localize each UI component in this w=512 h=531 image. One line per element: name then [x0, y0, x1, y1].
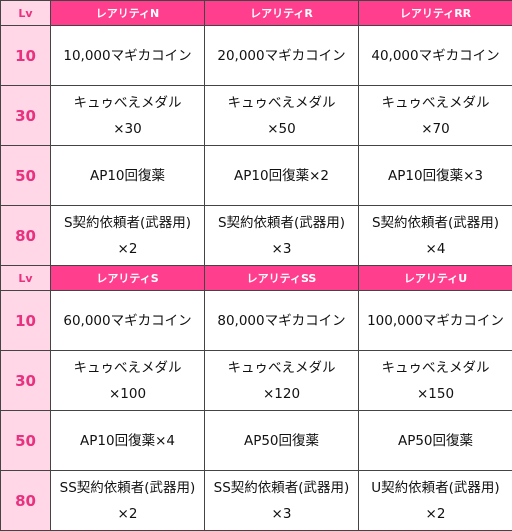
reward-cell: キュゥべえメダル×70 — [359, 86, 512, 146]
rarity-header: レアリティSS — [205, 266, 359, 291]
reward-text: キュゥべえメダル — [51, 90, 204, 116]
table-row: 50 AP10回復薬 AP10回復薬×2 AP10回復薬×3 — [1, 146, 512, 206]
table-row: 30 キュゥべえメダル×30 キュゥべえメダル×50 キュゥべえメダル×70 — [1, 86, 512, 146]
lv-cell: 50 — [1, 411, 51, 471]
reward-text: U契約依頼者(武器用) — [359, 475, 512, 501]
reward-cell: 20,000マギカコイン — [205, 26, 359, 86]
rarity-header: レアリティS — [51, 266, 205, 291]
reward-cell: 40,000マギカコイン — [359, 26, 512, 86]
reward-cell: キュゥべえメダル×30 — [51, 86, 205, 146]
table-row: 80 S契約依頼者(武器用)×2 S契約依頼者(武器用)×3 S契約依頼者(武器… — [1, 206, 512, 266]
table-header-row: Lv レアリティS レアリティSS レアリティU — [1, 266, 512, 291]
lv-cell: 80 — [1, 471, 51, 531]
reward-cell: AP50回復薬 — [205, 411, 359, 471]
reward-cell: U契約依頼者(武器用)×2 — [359, 471, 512, 531]
reward-text: 100,000マギカコイン — [359, 308, 512, 334]
reward-text: キュゥべえメダル — [205, 90, 358, 116]
table-row: 30 キュゥべえメダル×100 キュゥべえメダル×120 キュゥべえメダル×15… — [1, 351, 512, 411]
lv-cell: 30 — [1, 86, 51, 146]
reward-text: 10,000マギカコイン — [51, 43, 204, 69]
reward-table-2: Lv レアリティS レアリティSS レアリティU 10 60,000マギカコイン… — [0, 265, 512, 531]
reward-qty: ×70 — [359, 116, 512, 142]
reward-cell: AP10回復薬×3 — [359, 146, 512, 206]
reward-cell: キュゥべえメダル×120 — [205, 351, 359, 411]
rarity-header: レアリティN — [51, 1, 205, 26]
reward-qty: ×2 — [51, 236, 204, 262]
reward-text: AP10回復薬×2 — [205, 163, 358, 189]
reward-cell: キュゥべえメダル×100 — [51, 351, 205, 411]
reward-text: キュゥべえメダル — [359, 90, 512, 116]
reward-cell: AP10回復薬×4 — [51, 411, 205, 471]
lv-cell: 50 — [1, 146, 51, 206]
reward-cell: 100,000マギカコイン — [359, 291, 512, 351]
reward-cell: AP50回復薬 — [359, 411, 512, 471]
reward-text: キュゥべえメダル — [205, 355, 358, 381]
reward-text: AP50回復薬 — [359, 428, 512, 454]
reward-text: 20,000マギカコイン — [205, 43, 358, 69]
reward-text: 80,000マギカコイン — [205, 308, 358, 334]
rarity-header: レアリティR — [205, 1, 359, 26]
reward-text: AP50回復薬 — [205, 428, 358, 454]
rarity-header: レアリティU — [359, 266, 512, 291]
reward-cell: キュゥべえメダル×50 — [205, 86, 359, 146]
reward-qty: ×50 — [205, 116, 358, 142]
lv-header: Lv — [1, 1, 51, 26]
reward-cell: AP10回復薬×2 — [205, 146, 359, 206]
reward-text: SS契約依頼者(武器用) — [205, 475, 358, 501]
reward-cell: S契約依頼者(武器用)×4 — [359, 206, 512, 266]
reward-qty: ×2 — [359, 501, 512, 527]
table-row: 80 SS契約依頼者(武器用)×2 SS契約依頼者(武器用)×3 U契約依頼者(… — [1, 471, 512, 531]
reward-text: AP10回復薬×4 — [51, 428, 204, 454]
reward-qty: ×30 — [51, 116, 204, 142]
reward-qty: ×4 — [359, 236, 512, 262]
table-header-row: Lv レアリティN レアリティR レアリティRR — [1, 1, 512, 26]
reward-cell: 10,000マギカコイン — [51, 26, 205, 86]
reward-text: キュゥべえメダル — [359, 355, 512, 381]
table-row: 50 AP10回復薬×4 AP50回復薬 AP50回復薬 — [1, 411, 512, 471]
lv-cell: 80 — [1, 206, 51, 266]
reward-text: S契約依頼者(武器用) — [205, 210, 358, 236]
reward-text: AP10回復薬×3 — [359, 163, 512, 189]
table-row: 10 10,000マギカコイン 20,000マギカコイン 40,000マギカコイ… — [1, 26, 512, 86]
reward-cell: S契約依頼者(武器用)×2 — [51, 206, 205, 266]
reward-qty: ×150 — [359, 381, 512, 407]
reward-text: 40,000マギカコイン — [359, 43, 512, 69]
lv-cell: 30 — [1, 351, 51, 411]
reward-cell: AP10回復薬 — [51, 146, 205, 206]
reward-cell: SS契約依頼者(武器用)×2 — [51, 471, 205, 531]
reward-qty: ×100 — [51, 381, 204, 407]
lv-cell: 10 — [1, 26, 51, 86]
rarity-header: レアリティRR — [359, 1, 512, 26]
reward-cell: 80,000マギカコイン — [205, 291, 359, 351]
reward-text: S契約依頼者(武器用) — [359, 210, 512, 236]
reward-qty: ×120 — [205, 381, 358, 407]
reward-cell: 60,000マギカコイン — [51, 291, 205, 351]
reward-text: SS契約依頼者(武器用) — [51, 475, 204, 501]
reward-qty: ×3 — [205, 501, 358, 527]
reward-qty: ×3 — [205, 236, 358, 262]
reward-qty: ×2 — [51, 501, 204, 527]
reward-text: S契約依頼者(武器用) — [51, 210, 204, 236]
reward-cell: SS契約依頼者(武器用)×3 — [205, 471, 359, 531]
lv-header: Lv — [1, 266, 51, 291]
reward-text: キュゥべえメダル — [51, 355, 204, 381]
reward-text: AP10回復薬 — [51, 163, 204, 189]
reward-cell: キュゥべえメダル×150 — [359, 351, 512, 411]
table-row: 10 60,000マギカコイン 80,000マギカコイン 100,000マギカコ… — [1, 291, 512, 351]
reward-text: 60,000マギカコイン — [51, 308, 204, 334]
reward-table-1: Lv レアリティN レアリティR レアリティRR 10 10,000マギカコイン… — [0, 0, 512, 266]
lv-cell: 10 — [1, 291, 51, 351]
reward-cell: S契約依頼者(武器用)×3 — [205, 206, 359, 266]
